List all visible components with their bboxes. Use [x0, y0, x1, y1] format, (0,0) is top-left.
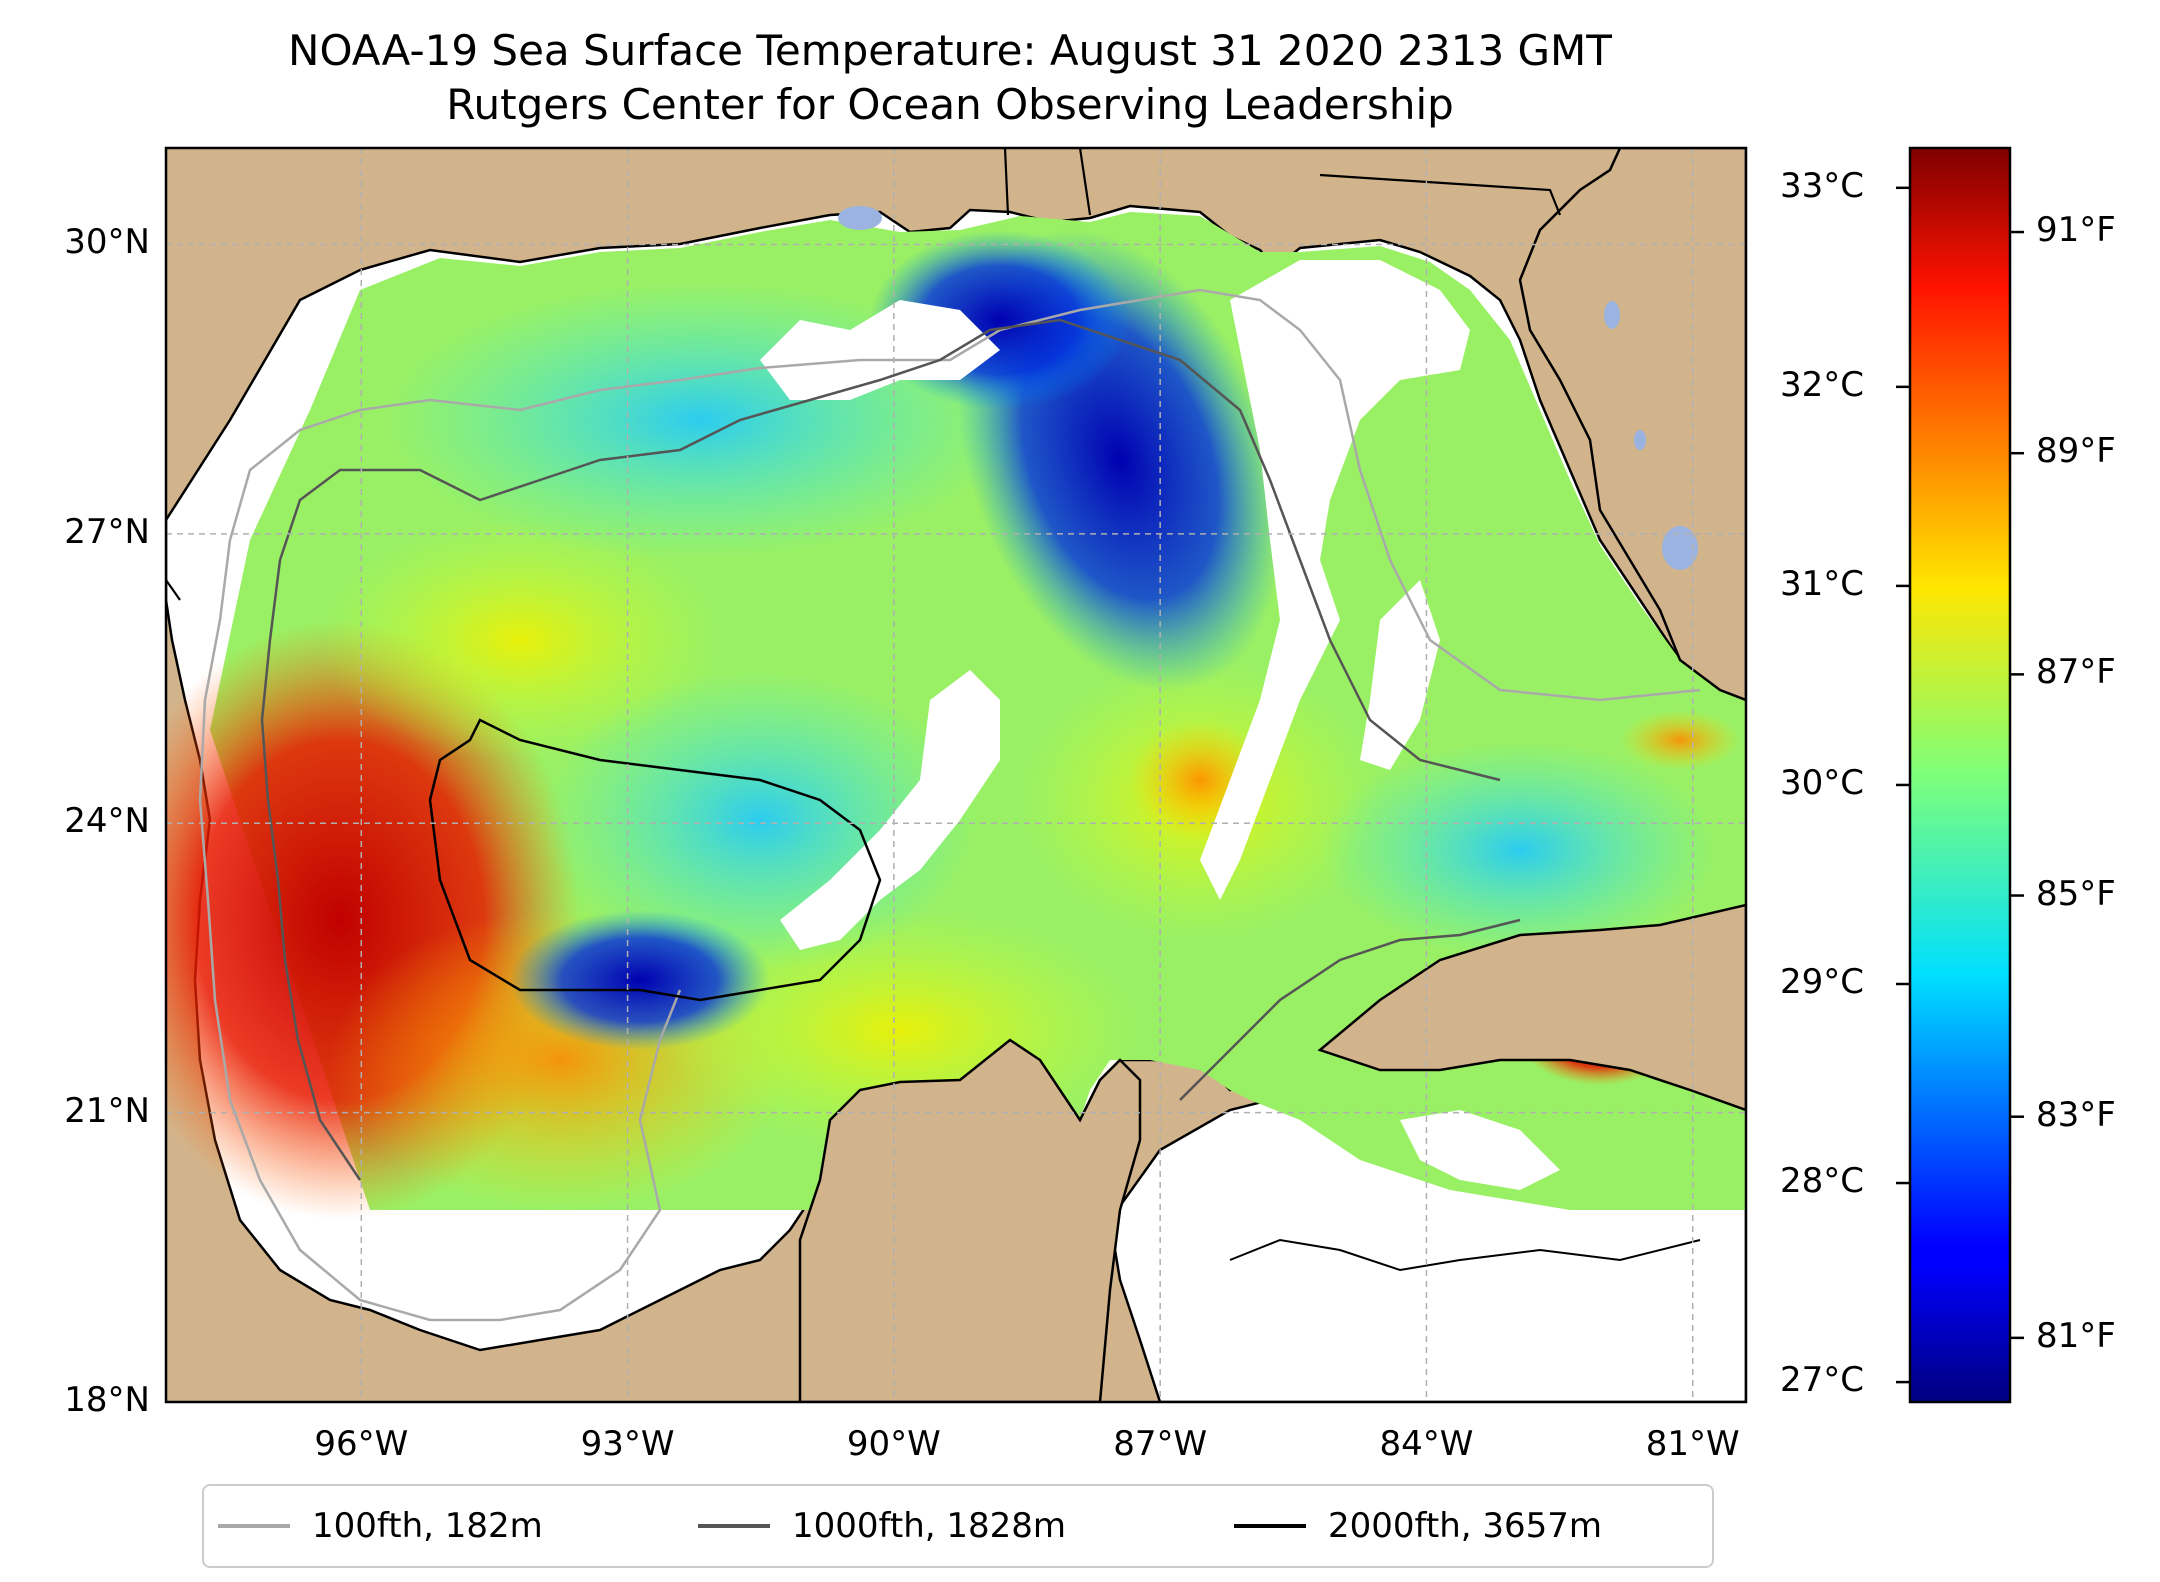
- sst-blue-southcentral: [510, 910, 770, 1050]
- colorbar-fahrenheit-label: 87°F: [2036, 652, 2116, 693]
- lat-tick-label: 21°N: [64, 1090, 150, 1131]
- border-al-fl: [1319, 173, 1562, 216]
- lon-tick-label: 90°W: [846, 1424, 941, 1464]
- contour-1000fth-east: [1179, 918, 1521, 1101]
- border-la-ms: [1003, 148, 1010, 216]
- lake-florida-2: [1634, 430, 1646, 450]
- lon-tick-label: 96°W: [314, 1424, 409, 1464]
- legend-line-100fth: [218, 1524, 290, 1528]
- colorbar-ticks: [1896, 186, 2024, 1384]
- legend-line-1000fth: [698, 1524, 770, 1528]
- border-ms-al: [1078, 148, 1092, 216]
- legend-item-100fth: 100fth, 182m: [218, 1486, 543, 1566]
- lake-florida-1: [1604, 301, 1620, 329]
- legend: 100fth, 182m 1000fth, 1828m 2000fth, 365…: [202, 1484, 1714, 1568]
- contour-1000fth: [278, 318, 1501, 782]
- lon-tick-label: 87°W: [1113, 1424, 1208, 1464]
- land-yucatan: [798, 1038, 1142, 1402]
- contour-1000fth-west: [260, 559, 362, 1181]
- cloud-gap-east-mid: [1360, 580, 1440, 770]
- chart-subtitle: Rutgers Center for Ocean Observing Leade…: [446, 80, 1454, 129]
- colorbar-fahrenheit-label: 85°F: [2036, 873, 2116, 914]
- colorbar-fahrenheit-label: 81°F: [2036, 1315, 2116, 1356]
- colorbar-fahrenheit-label: 83°F: [2036, 1094, 2116, 1135]
- colorbar-celsius-label: 28°C: [1780, 1161, 1865, 1202]
- legend-item-1000fth: 1000fth, 1828m: [698, 1486, 1066, 1566]
- cloud-gap-east-big: [1200, 260, 1470, 900]
- colorbar-fahrenheit-label: 91°F: [2036, 210, 2116, 251]
- legend-line-2000fth: [1234, 1524, 1306, 1528]
- colorbar-celsius-label: 33°C: [1780, 165, 1865, 206]
- contour-100fth: [228, 288, 1701, 702]
- gridlines: [166, 148, 1746, 1402]
- lake-pontchartrain: [838, 206, 882, 230]
- cloud-gap-north: [760, 300, 1000, 400]
- contour-2000fth-caribbean: [1229, 1238, 1701, 1272]
- legend-label-1000fth: 1000fth, 1828m: [792, 1506, 1067, 1546]
- colorbar-fahrenheit-label: 89°F: [2036, 431, 2116, 472]
- legend-item-2000fth: 2000fth, 3657m: [1234, 1486, 1602, 1566]
- colorbar: [1908, 146, 2012, 1404]
- border-us-mexico: [166, 579, 181, 601]
- chart-title: NOAA-19 Sea Surface Temperature: August …: [288, 26, 1612, 75]
- legend-label-100fth: 100fth, 182m: [312, 1506, 543, 1546]
- sst-yellow-west: [320, 520, 720, 760]
- map-frame: [164, 146, 1748, 1404]
- legend-label-2000fth: 2000fth, 3657m: [1328, 1506, 1603, 1546]
- cloud-gap-southeast: [1400, 1110, 1560, 1190]
- lon-tick-label: 93°W: [580, 1424, 675, 1464]
- land-cuba: [1317, 903, 1746, 1112]
- contour-2000fth: [428, 718, 882, 1002]
- colorbar-celsius-label: 32°C: [1780, 364, 1865, 405]
- lat-tick-label: 24°N: [64, 801, 150, 842]
- colorbar-celsius-label: 27°C: [1780, 1360, 1865, 1401]
- lake-okeechobee: [1662, 526, 1698, 570]
- sst-cyan-east: [1320, 740, 1720, 960]
- lat-tick-label: 18°N: [64, 1380, 150, 1420]
- lon-tick-label: 81°W: [1645, 1424, 1740, 1464]
- lon-tick-label: 84°W: [1379, 1424, 1474, 1464]
- cloud-gap-center: [780, 670, 1000, 950]
- sst-field: [166, 212, 1746, 1220]
- lat-tick-label: 27°N: [64, 511, 150, 552]
- colorbar-celsius-label: 30°C: [1780, 762, 1865, 803]
- contour-100fth-west: [198, 539, 682, 1322]
- lat-tick-label: 30°N: [64, 222, 150, 263]
- colorbar-celsius-label: 31°C: [1780, 563, 1865, 604]
- sst-orange-florida-keys: [1620, 710, 1740, 770]
- colorbar-celsius-label: 29°C: [1780, 962, 1865, 1002]
